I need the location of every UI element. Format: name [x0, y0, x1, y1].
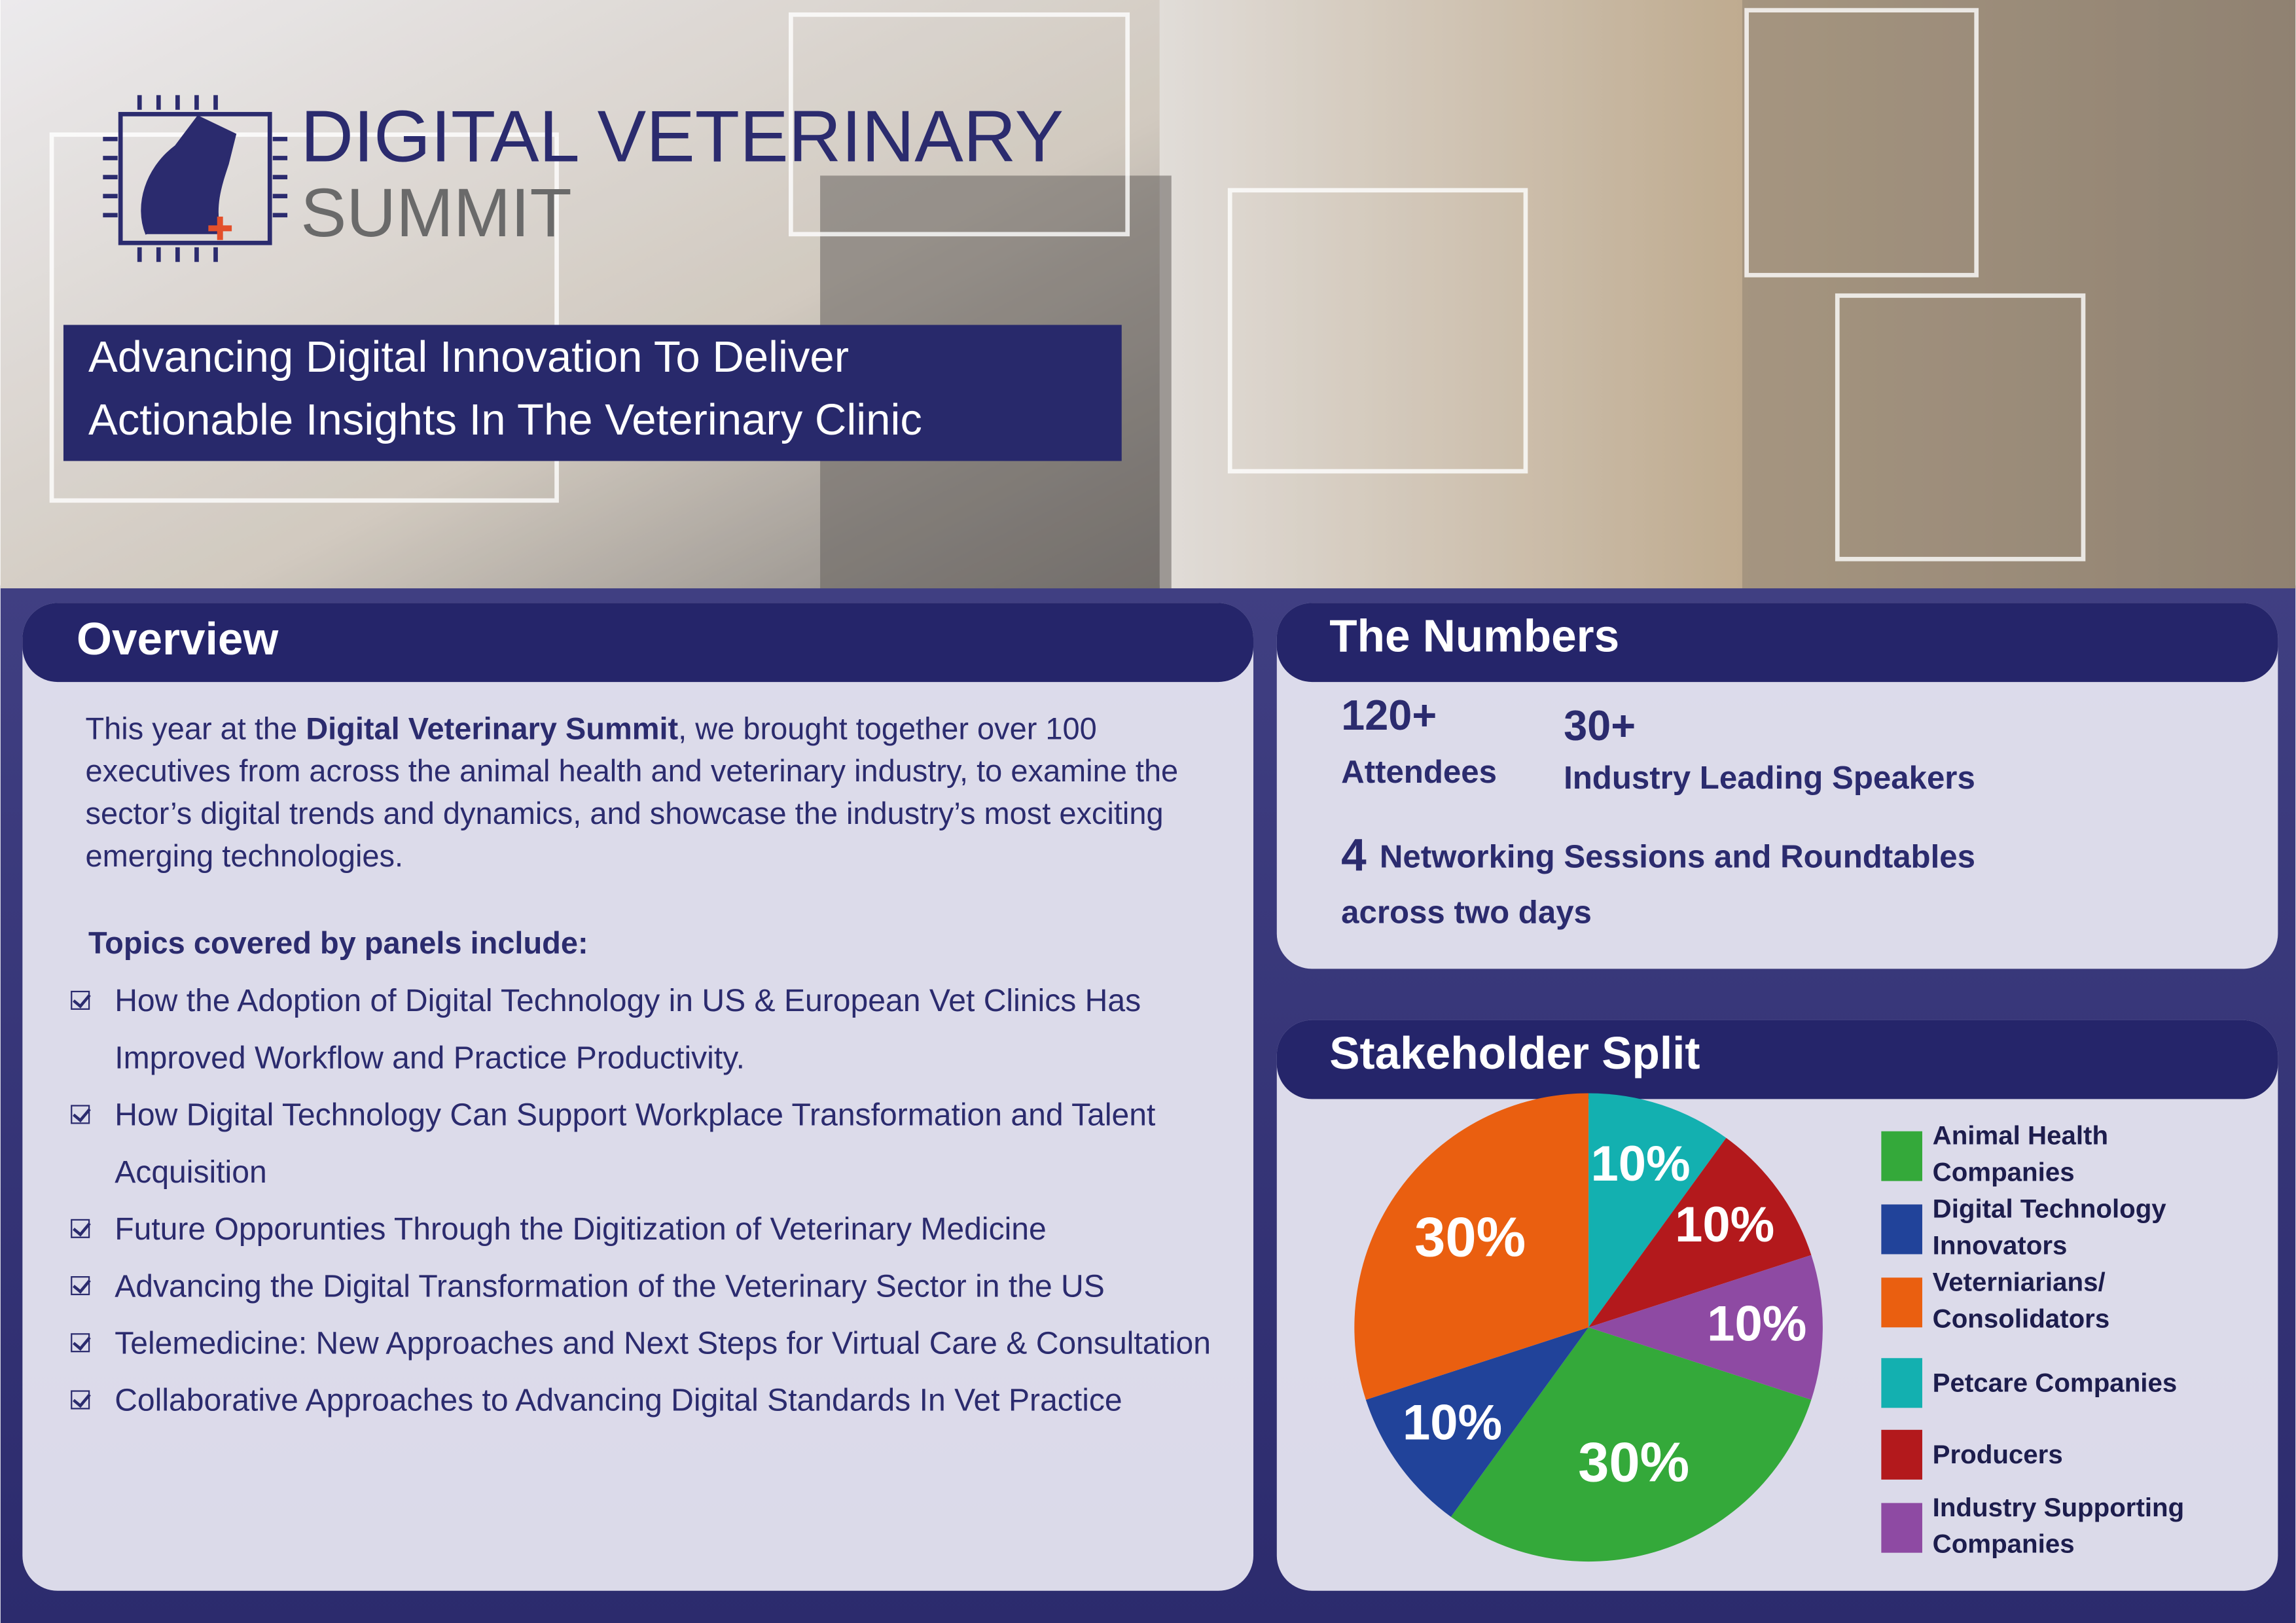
- text: , we brought together over 100 executive…: [85, 713, 1179, 874]
- legend: Animal Health Companies Digital Technolog…: [1881, 1120, 2185, 1559]
- legend-swatch: [1881, 1358, 1922, 1408]
- topic-item: How Digital Technology Can Support Workp…: [66, 1088, 1223, 1202]
- stat-figure: 120+: [1341, 691, 1437, 739]
- stat-line: 4 Networking Sessions and Roundtables: [1341, 830, 1975, 881]
- topic-item: Future Opporunties Through the Digitizat…: [66, 1202, 1223, 1258]
- legend-label: Industry Supporting Companies: [1932, 1492, 2185, 1559]
- numbers-header: [1276, 603, 2278, 683]
- data-label: 10%: [1403, 1395, 1502, 1451]
- legend-swatch: [1881, 1503, 1922, 1553]
- pie-slice: [1588, 1137, 1812, 1328]
- numbers: 120+ Attendees 30+ Industry Leading Spea…: [1341, 691, 1975, 931]
- photo-frames: [49, 8, 2086, 562]
- stat-figure: 30+: [1564, 702, 1636, 749]
- legend-swatch: [1881, 1131, 1922, 1181]
- overview-header: [22, 603, 1254, 683]
- chart-header: [1276, 1020, 2278, 1099]
- stat-figure: 4: [1341, 830, 1367, 881]
- pie-slice: [1354, 1093, 1589, 1400]
- photo-wash: [0, 0, 2296, 588]
- legend-text-box: Animal Health Companies: [1932, 1120, 2109, 1187]
- photo-right: [1159, 0, 2296, 588]
- tagline: Advancing Digital Innovation To Deliver: [88, 332, 849, 382]
- stat-label: Attendees: [1341, 754, 1497, 790]
- data-label: 10%: [1591, 1136, 1691, 1192]
- topics-box: How the Adoption of Digital Technology i…: [66, 973, 1223, 1558]
- tagline: Actionable Insights In The Veterinary Cl…: [88, 395, 922, 444]
- pie-slice: [1365, 1327, 1589, 1517]
- legend-label: Producers: [1932, 1440, 2063, 1470]
- logo-icon: [103, 95, 288, 262]
- topic-item: Collaborative Approaches to Advancing Di…: [66, 1373, 1223, 1430]
- data-label: 10%: [1707, 1296, 1806, 1351]
- legend-label: Animal Health Companies: [1932, 1120, 2109, 1187]
- data-label: 30%: [1578, 1431, 1689, 1493]
- stat-sub: across two days: [1341, 895, 1592, 931]
- pie-slice: [1588, 1093, 1727, 1328]
- topic-item: How the Adoption of Digital Technology i…: [66, 973, 1223, 1087]
- stat-label: Networking Sessions and Roundtables: [1380, 839, 1975, 875]
- logo-subtitle: SUMMIT: [300, 175, 571, 251]
- topic-item: Advancing the Digital Transformation of …: [66, 1258, 1223, 1315]
- pie: 30%10%30%10%10%10%: [1354, 1093, 1823, 1562]
- legend-text-box: Digital Technology Innovators: [1932, 1194, 2166, 1260]
- data-label: 30%: [1414, 1206, 1526, 1268]
- stat-label: Industry Leading Speakers: [1564, 760, 1975, 796]
- overview-paragraph: This year at the Digital Veterinary Summ…: [85, 708, 1219, 878]
- legend-label: Petcare Companies: [1932, 1368, 2178, 1398]
- legend-label: Digital Technology Innovators: [1932, 1194, 2166, 1260]
- topic-item: Telemedicine: New Approaches and Next St…: [66, 1315, 1223, 1372]
- legend-swatch: [1881, 1429, 1922, 1480]
- legend-text-box: Industry Supporting Companies: [1932, 1492, 2185, 1559]
- topics-list: How the Adoption of Digital Technology i…: [66, 973, 1223, 1430]
- legend-swatch: [1881, 1277, 1922, 1328]
- legend-swatch: [1881, 1204, 1922, 1255]
- overview-title: Overview: [77, 613, 279, 664]
- legend-text-box: Producers: [1932, 1440, 2063, 1470]
- tagline-box: [63, 325, 1122, 461]
- legend-label: Veterniarians/ Consolidators: [1932, 1267, 2110, 1334]
- legend-text-box: Veterniarians/ Consolidators: [1932, 1267, 2110, 1334]
- pie-slice: [1450, 1327, 1812, 1562]
- overview-text-box: This year at the Digital Veterinary Summ…: [85, 708, 1219, 878]
- text: This year at the: [85, 713, 306, 747]
- chart-title: Stakeholder Split: [1329, 1027, 1700, 1079]
- logo-title: DIGITAL VETERINARY: [300, 95, 1064, 177]
- topics-heading: Topics covered by panels include:: [88, 925, 588, 960]
- pie-slice: [1588, 1255, 1823, 1400]
- numbers-title: The Numbers: [1329, 611, 1619, 662]
- text-bold: Digital Veterinary Summit: [306, 713, 679, 747]
- legend-text-box: Petcare Companies: [1932, 1368, 2178, 1398]
- data-label: 10%: [1675, 1197, 1774, 1253]
- numbers-panel: [1276, 603, 2278, 969]
